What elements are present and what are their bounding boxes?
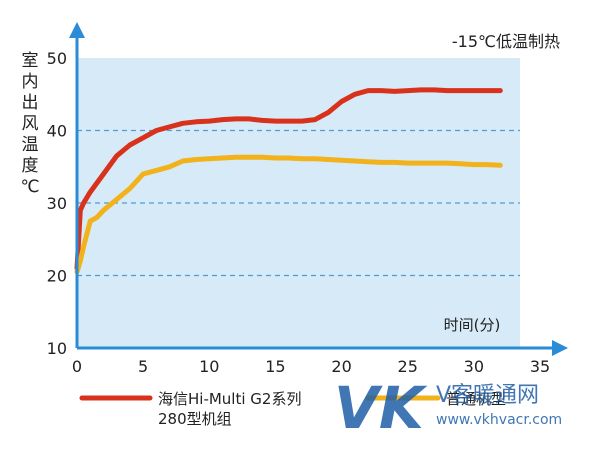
- y-axis-label-char: 度: [22, 156, 39, 176]
- x-tick-35: 35: [530, 357, 550, 376]
- x-tick-10: 10: [199, 357, 219, 376]
- y-axis-arrow-icon: [69, 22, 85, 38]
- x-tick-0: 0: [72, 357, 82, 376]
- y-tick-labels: 10 20 30 40 50: [47, 49, 67, 358]
- legend-label-red-line1: 海信Hi-Multi G2系列: [158, 390, 301, 408]
- y-axis-label-char: 风: [22, 114, 39, 134]
- x-tick-5: 5: [138, 357, 148, 376]
- x-tick-30: 30: [464, 357, 484, 376]
- y-tick-50: 50: [47, 49, 67, 68]
- watermark: VK V客暖通网 www.vkhvacr.com: [334, 374, 562, 442]
- y-axis-label-char: 温: [22, 135, 39, 155]
- y-tick-30: 30: [47, 194, 67, 213]
- y-tick-10: 10: [47, 339, 67, 358]
- y-tick-40: 40: [47, 122, 67, 141]
- y-axis-label-char: 室: [22, 51, 39, 71]
- series-line-orange: [74, 154, 503, 275]
- watermark-logo: VK: [334, 374, 428, 442]
- y-tick-20: 20: [47, 267, 67, 286]
- series-line-red: [74, 87, 503, 271]
- y-axis-label-char: ℃: [20, 177, 39, 197]
- legend: 海信Hi-Multi G2系列 280型机组 普通机型: [79, 390, 506, 428]
- x-axis-arrow-icon: [552, 340, 568, 356]
- watermark-url: www.vkhvacr.com: [436, 412, 562, 428]
- x-tick-20: 20: [331, 357, 351, 376]
- condition-label: -15℃低温制热: [452, 32, 560, 51]
- legend-label-orange: 普通机型: [446, 390, 506, 408]
- legend-label-red-line2: 280型机组: [158, 410, 232, 428]
- gridlines: [77, 129, 520, 277]
- x-tick-15: 15: [265, 357, 285, 376]
- x-axis-label: 时间(分): [444, 316, 501, 334]
- y-axis-label-char: 内: [22, 72, 39, 92]
- y-axis-label-char: 出: [22, 93, 39, 113]
- watermark-site-name: V客暖通网: [436, 383, 539, 408]
- x-tick-labels: 0 5 10 15 20 25 30 35: [72, 357, 550, 376]
- x-tick-25: 25: [398, 357, 418, 376]
- series-layer: [74, 87, 503, 275]
